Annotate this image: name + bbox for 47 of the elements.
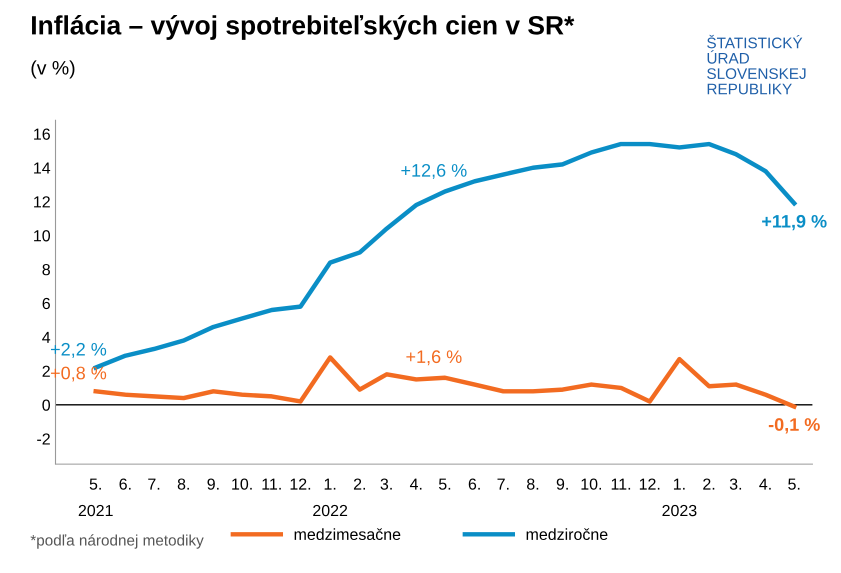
y-tick-label: 8 <box>42 264 50 276</box>
annotation: +11,9 % <box>762 214 827 230</box>
y-tick-label: 6 <box>42 298 50 310</box>
annotation: -0,1 % <box>768 418 820 434</box>
x-tick-label: 9. <box>556 478 568 490</box>
x-tick-label: 3. <box>730 478 742 490</box>
x-tick-label: 5. <box>438 478 450 490</box>
annotation: +0,8 % <box>50 366 106 382</box>
text: ŠTATISTICKÝ ÚRAD SLOVENSKEJ REPUBLIKY <box>707 34 806 94</box>
x-tick-label: 8. <box>178 478 189 490</box>
y-tick-label: 0 <box>42 399 50 411</box>
y-tick-label: 10 <box>34 230 50 242</box>
x-tick-label: 2. <box>354 478 365 490</box>
x-tick-label: 2. <box>703 478 714 490</box>
x-tick-label: 4. <box>759 478 771 490</box>
x-tick-label: 9. <box>207 478 219 490</box>
x-tick-label: 6. <box>120 478 131 490</box>
x-tick-label: 5. 2021 <box>78 478 113 516</box>
annotation: +2,2 % <box>50 342 106 358</box>
x-tick-label: 7. <box>497 478 509 490</box>
x-tick-label: 8. <box>527 478 538 490</box>
x-tick-label: 11. <box>612 478 630 490</box>
x-tick-label: 12. <box>290 478 310 490</box>
x-tick-label: 12. <box>640 478 660 490</box>
x-tick-label: 7. <box>148 478 160 490</box>
y-tick-label: 2 <box>42 366 50 377</box>
legend-label: medzimesačne <box>294 528 400 540</box>
x-tick-label: 11. <box>262 478 281 490</box>
x-tick-label: 1. 2023 <box>662 478 696 516</box>
y-tick-label: 16 <box>34 128 50 140</box>
chart-title: Inflácia – vývoj spotrebiteľských cien v SR* <box>32 15 574 40</box>
annotation: +12,6 % <box>401 164 467 179</box>
y-tick-label: 4 <box>42 332 50 343</box>
x-tick-label: 3. <box>380 478 392 490</box>
legend-label: medziročne <box>526 528 608 540</box>
annotation: +1,6 % <box>406 350 462 366</box>
y-tick-label: 14 <box>34 162 50 174</box>
x-tick-label: 6. <box>468 478 480 490</box>
y-tick-label: -2 <box>37 433 50 445</box>
text: *podľa národnej metodiky <box>30 534 204 549</box>
x-tick-label: 1. 2022 <box>313 478 348 516</box>
y-tick-label: 12 <box>34 196 50 208</box>
x-tick-label: 5. <box>788 478 800 490</box>
chart-subtitle: (v %) <box>31 60 74 79</box>
x-tick-label: 10. <box>581 478 602 490</box>
x-tick-label: 4. <box>410 478 422 490</box>
x-tick-label: 10. <box>232 478 252 490</box>
